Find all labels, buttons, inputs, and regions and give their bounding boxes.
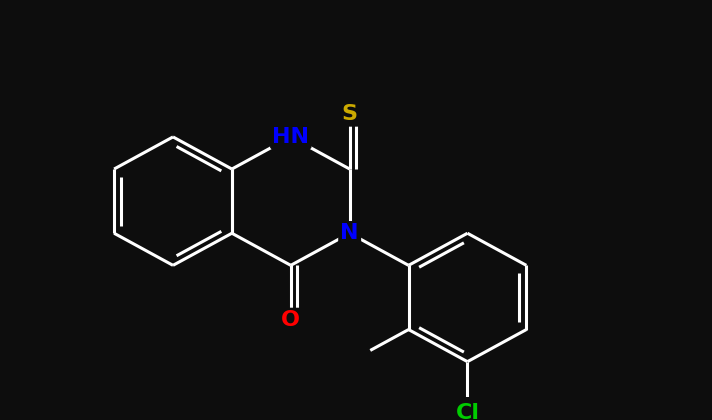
- Text: N: N: [340, 223, 359, 243]
- Text: S: S: [342, 105, 357, 124]
- Text: HN: HN: [272, 127, 309, 147]
- Text: O: O: [281, 310, 300, 330]
- Text: Cl: Cl: [456, 403, 479, 420]
